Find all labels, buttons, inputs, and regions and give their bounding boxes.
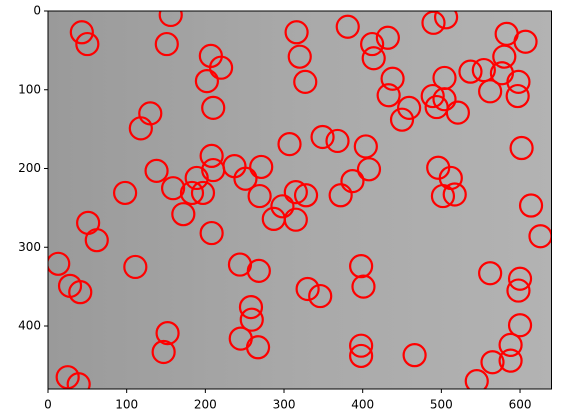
detection-circle bbox=[433, 11, 459, 30]
detection-circle bbox=[158, 11, 183, 28]
x-tick-label: 100 bbox=[115, 398, 138, 412]
detection-circle bbox=[295, 276, 320, 302]
detection-circle bbox=[144, 158, 169, 183]
detection-circle bbox=[458, 59, 483, 84]
plot-frame bbox=[47, 10, 552, 390]
detection-circle bbox=[351, 274, 376, 299]
x-tick-label: 400 bbox=[351, 398, 374, 412]
detection-circle bbox=[246, 258, 271, 283]
detection-circle bbox=[509, 135, 534, 161]
detection-circle bbox=[421, 11, 446, 35]
detection-circle bbox=[194, 68, 220, 94]
detection-circle bbox=[445, 100, 470, 125]
detection-circle bbox=[389, 107, 415, 132]
detection-circle bbox=[430, 183, 456, 209]
detection-circle bbox=[68, 280, 93, 305]
detection-circle bbox=[360, 31, 385, 57]
detection-circle bbox=[171, 202, 196, 227]
detection-circle bbox=[239, 307, 264, 332]
detection-circle bbox=[199, 143, 224, 168]
detection-circle bbox=[154, 31, 179, 57]
detection-circle bbox=[498, 332, 523, 357]
x-tick-label: 300 bbox=[273, 398, 296, 412]
x-tick-label: 0 bbox=[44, 398, 52, 412]
detection-circle bbox=[123, 254, 148, 280]
x-tick-label: 500 bbox=[430, 398, 453, 412]
detection-circle bbox=[420, 83, 445, 109]
detection-circle bbox=[128, 116, 153, 141]
y-tick-label: 200 bbox=[18, 161, 41, 175]
marks bbox=[48, 11, 552, 389]
detection-circle bbox=[478, 79, 503, 104]
y-tick-label: 300 bbox=[18, 240, 41, 254]
detection-circle bbox=[361, 46, 386, 71]
detection-circle bbox=[155, 320, 180, 346]
detection-circle bbox=[247, 183, 272, 209]
detection-circle bbox=[432, 87, 457, 112]
detection-circle bbox=[376, 83, 401, 108]
detection-circle bbox=[284, 20, 309, 45]
detection-circle bbox=[397, 95, 422, 120]
detection-circle bbox=[151, 339, 176, 365]
detection-circle bbox=[513, 29, 538, 54]
detection-circle bbox=[66, 372, 91, 389]
detection-circle bbox=[228, 326, 253, 351]
detection-circle bbox=[325, 128, 350, 154]
detection-circle bbox=[380, 66, 405, 91]
detection-circle bbox=[506, 69, 531, 94]
detection-circle bbox=[498, 348, 523, 373]
detection-circle bbox=[375, 25, 400, 50]
detection-circle bbox=[464, 369, 489, 389]
detection-circle bbox=[179, 180, 205, 206]
detection-circle bbox=[506, 278, 531, 303]
detection-circle bbox=[402, 343, 427, 368]
detection-circle bbox=[199, 220, 224, 246]
detection-circle bbox=[208, 55, 234, 80]
detection-circle bbox=[184, 165, 209, 191]
detection-circle bbox=[518, 193, 544, 218]
detection-circle bbox=[293, 183, 319, 208]
x-tick-label: 200 bbox=[194, 398, 217, 412]
detection-circle bbox=[310, 124, 335, 150]
detection-circle bbox=[478, 261, 503, 286]
detection-circle bbox=[507, 313, 533, 338]
detection-circle bbox=[190, 180, 216, 206]
detection-circle bbox=[308, 283, 333, 309]
image bbox=[48, 11, 552, 389]
detection-circle bbox=[287, 44, 312, 69]
detection-circle bbox=[112, 180, 138, 206]
detection-circle bbox=[238, 295, 264, 320]
detection-circle bbox=[353, 134, 378, 159]
detection-circle bbox=[349, 254, 374, 279]
detection-circle bbox=[442, 182, 467, 207]
detection-circle bbox=[283, 180, 308, 205]
detection-circle bbox=[335, 14, 360, 39]
detection-circle bbox=[356, 157, 382, 182]
detection-circle bbox=[349, 343, 374, 369]
detection-circle bbox=[233, 166, 258, 191]
detection-circle bbox=[249, 154, 274, 180]
detection-circle bbox=[328, 183, 353, 208]
detection-circle bbox=[160, 176, 186, 201]
detection-circle bbox=[480, 350, 505, 375]
detection-circle bbox=[84, 228, 109, 253]
detection-circle bbox=[69, 20, 94, 45]
y-tick-label: 100 bbox=[18, 82, 41, 96]
y-tick-label: 0 bbox=[33, 4, 41, 18]
detection-circle bbox=[492, 44, 517, 69]
detection-circle bbox=[201, 95, 226, 120]
detection-circle bbox=[349, 333, 374, 358]
y-tick-label: 400 bbox=[18, 319, 41, 333]
detection-circle bbox=[277, 131, 302, 157]
detection-circle bbox=[283, 207, 308, 232]
detection-circle bbox=[75, 31, 100, 57]
detection-circle bbox=[340, 169, 365, 194]
detection-circle bbox=[48, 251, 71, 276]
detection-circle bbox=[507, 266, 533, 291]
detection-circle bbox=[505, 83, 530, 109]
x-tick-label: 600 bbox=[509, 398, 532, 412]
detection-circle bbox=[293, 69, 318, 94]
detection-circle bbox=[270, 194, 295, 219]
